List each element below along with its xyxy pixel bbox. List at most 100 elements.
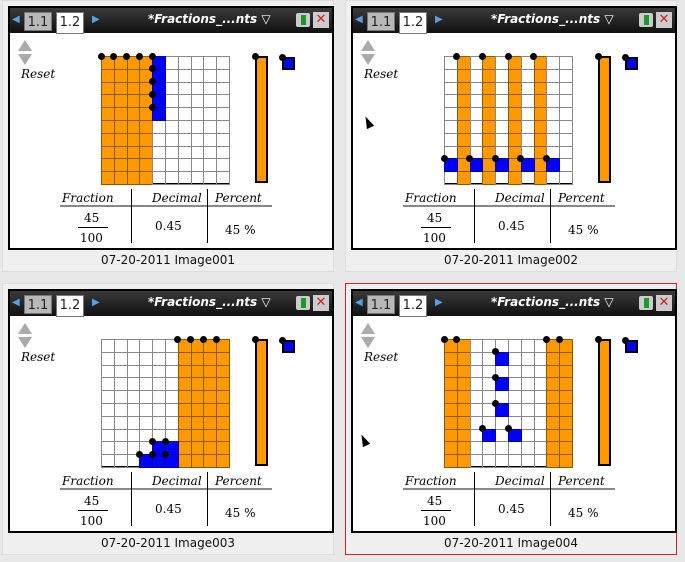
chevron-down-icon[interactable]: ▽	[261, 12, 271, 26]
close-button[interactable]: ✕	[656, 295, 672, 311]
close-button[interactable]: ✕	[656, 12, 672, 28]
drag-point[interactable]	[621, 53, 629, 61]
drag-point[interactable]	[212, 335, 220, 343]
drag-point[interactable]	[148, 103, 156, 111]
drag-point[interactable]	[251, 335, 259, 343]
tab-1-2[interactable]: 1.2	[399, 295, 427, 317]
blue-square-tool[interactable]	[625, 340, 638, 353]
drag-point[interactable]	[491, 373, 499, 381]
tab-1-2[interactable]: 1.2	[399, 12, 427, 34]
drag-point[interactable]	[440, 335, 448, 343]
drag-point[interactable]	[110, 52, 118, 60]
hundred-grid[interactable]	[97, 52, 230, 185]
drag-point[interactable]	[453, 52, 461, 60]
drag-point[interactable]	[594, 52, 602, 60]
tab-left-arrow-icon[interactable]: ◀	[355, 297, 363, 308]
drag-point[interactable]	[278, 53, 286, 61]
tab-left-arrow-icon[interactable]: ◀	[12, 297, 20, 308]
screenshot-thumbnail[interactable]: ◀ 1.1 1.2 ▶ *Fractions_...nts ▽ ✕ Reset …	[345, 283, 677, 555]
drag-point[interactable]	[466, 154, 474, 162]
tab-left-arrow-icon[interactable]: ◀	[12, 14, 20, 25]
chevron-down-icon[interactable]: ▽	[261, 295, 271, 309]
drag-point[interactable]	[491, 154, 499, 162]
chevron-down-icon[interactable]: ▽	[604, 12, 614, 26]
document-title[interactable]: *Fractions_...nts ▽	[491, 295, 614, 309]
tab-right-arrow-icon[interactable]: ▶	[92, 14, 100, 25]
document-title[interactable]: *Fractions_...nts ▽	[148, 295, 271, 309]
close-button[interactable]: ✕	[313, 12, 329, 28]
drag-point[interactable]	[187, 335, 195, 343]
drag-point[interactable]	[278, 336, 286, 344]
tab-1-2[interactable]: 1.2	[56, 12, 84, 34]
orange-column-tool[interactable]	[255, 339, 268, 466]
drag-point[interactable]	[440, 154, 448, 162]
drag-point[interactable]	[123, 52, 131, 60]
drag-point[interactable]	[174, 335, 182, 343]
tab-1-1[interactable]: 1.1	[367, 12, 395, 31]
tab-right-arrow-icon[interactable]: ▶	[435, 14, 443, 25]
hundred-grid[interactable]	[440, 335, 573, 468]
drag-point[interactable]	[251, 52, 259, 60]
drag-point[interactable]	[161, 450, 169, 458]
spinner-up-icon[interactable]	[18, 323, 32, 334]
orange-column-tool[interactable]	[255, 56, 268, 183]
drag-point[interactable]	[530, 52, 538, 60]
document-title[interactable]: *Fractions_...nts ▽	[491, 12, 614, 26]
drag-point[interactable]	[161, 437, 169, 445]
drag-point[interactable]	[504, 425, 512, 433]
drag-point[interactable]	[148, 90, 156, 98]
drag-point[interactable]	[478, 52, 486, 60]
document-title[interactable]: *Fractions_...nts ▽	[148, 12, 271, 26]
tab-1-2[interactable]: 1.2	[56, 295, 84, 317]
drag-point[interactable]	[478, 425, 486, 433]
spinner-down-icon[interactable]	[361, 337, 375, 348]
blue-square-tool[interactable]	[282, 340, 295, 353]
spinner-down-icon[interactable]	[18, 54, 32, 65]
drag-point[interactable]	[594, 335, 602, 343]
drag-point[interactable]	[135, 450, 143, 458]
drag-point[interactable]	[555, 335, 563, 343]
drag-point[interactable]	[542, 154, 550, 162]
drag-point[interactable]	[148, 437, 156, 445]
reset-spinner[interactable]	[18, 40, 32, 66]
spinner-up-icon[interactable]	[361, 323, 375, 334]
tab-1-1[interactable]: 1.1	[24, 295, 52, 314]
hundred-grid[interactable]	[101, 335, 230, 468]
orange-column-tool[interactable]	[598, 56, 611, 183]
blue-square-tool[interactable]	[282, 57, 295, 70]
drag-point[interactable]	[621, 336, 629, 344]
spinner-up-icon[interactable]	[361, 40, 375, 51]
spinner-up-icon[interactable]	[18, 40, 32, 51]
tab-left-arrow-icon[interactable]: ◀	[355, 14, 363, 25]
spinner-down-icon[interactable]	[361, 54, 375, 65]
hundred-grid[interactable]	[440, 52, 573, 185]
tab-1-1[interactable]: 1.1	[367, 295, 395, 314]
drag-point[interactable]	[199, 335, 207, 343]
drag-point[interactable]	[148, 450, 156, 458]
drag-point[interactable]	[504, 52, 512, 60]
blue-square-tool[interactable]	[625, 57, 638, 70]
tab-right-arrow-icon[interactable]: ▶	[435, 297, 443, 308]
reset-spinner[interactable]	[361, 40, 375, 66]
drag-point[interactable]	[491, 348, 499, 356]
drag-point[interactable]	[453, 335, 461, 343]
tab-1-1[interactable]: 1.1	[24, 12, 52, 31]
tab-right-arrow-icon[interactable]: ▶	[92, 297, 100, 308]
drag-point[interactable]	[97, 52, 105, 60]
spinner-down-icon[interactable]	[18, 337, 32, 348]
screenshot-thumbnail[interactable]: ◀ 1.1 1.2 ▶ *Fractions_...nts ▽ ✕ Reset …	[2, 0, 334, 272]
chevron-down-icon[interactable]: ▽	[604, 295, 614, 309]
drag-point[interactable]	[135, 52, 143, 60]
reset-spinner[interactable]	[18, 323, 32, 349]
close-button[interactable]: ✕	[313, 295, 329, 311]
drag-point[interactable]	[491, 399, 499, 407]
orange-column-tool[interactable]	[598, 339, 611, 466]
reset-spinner[interactable]	[361, 323, 375, 349]
screenshot-thumbnail[interactable]: ◀ 1.1 1.2 ▶ *Fractions_...nts ▽ ✕ Reset …	[2, 283, 334, 555]
drag-point[interactable]	[148, 65, 156, 73]
drag-point[interactable]	[148, 52, 156, 60]
drag-point[interactable]	[542, 335, 550, 343]
drag-point[interactable]	[517, 154, 525, 162]
drag-point[interactable]	[148, 78, 156, 86]
screenshot-thumbnail[interactable]: ◀ 1.1 1.2 ▶ *Fractions_...nts ▽ ✕ Reset …	[345, 0, 677, 272]
